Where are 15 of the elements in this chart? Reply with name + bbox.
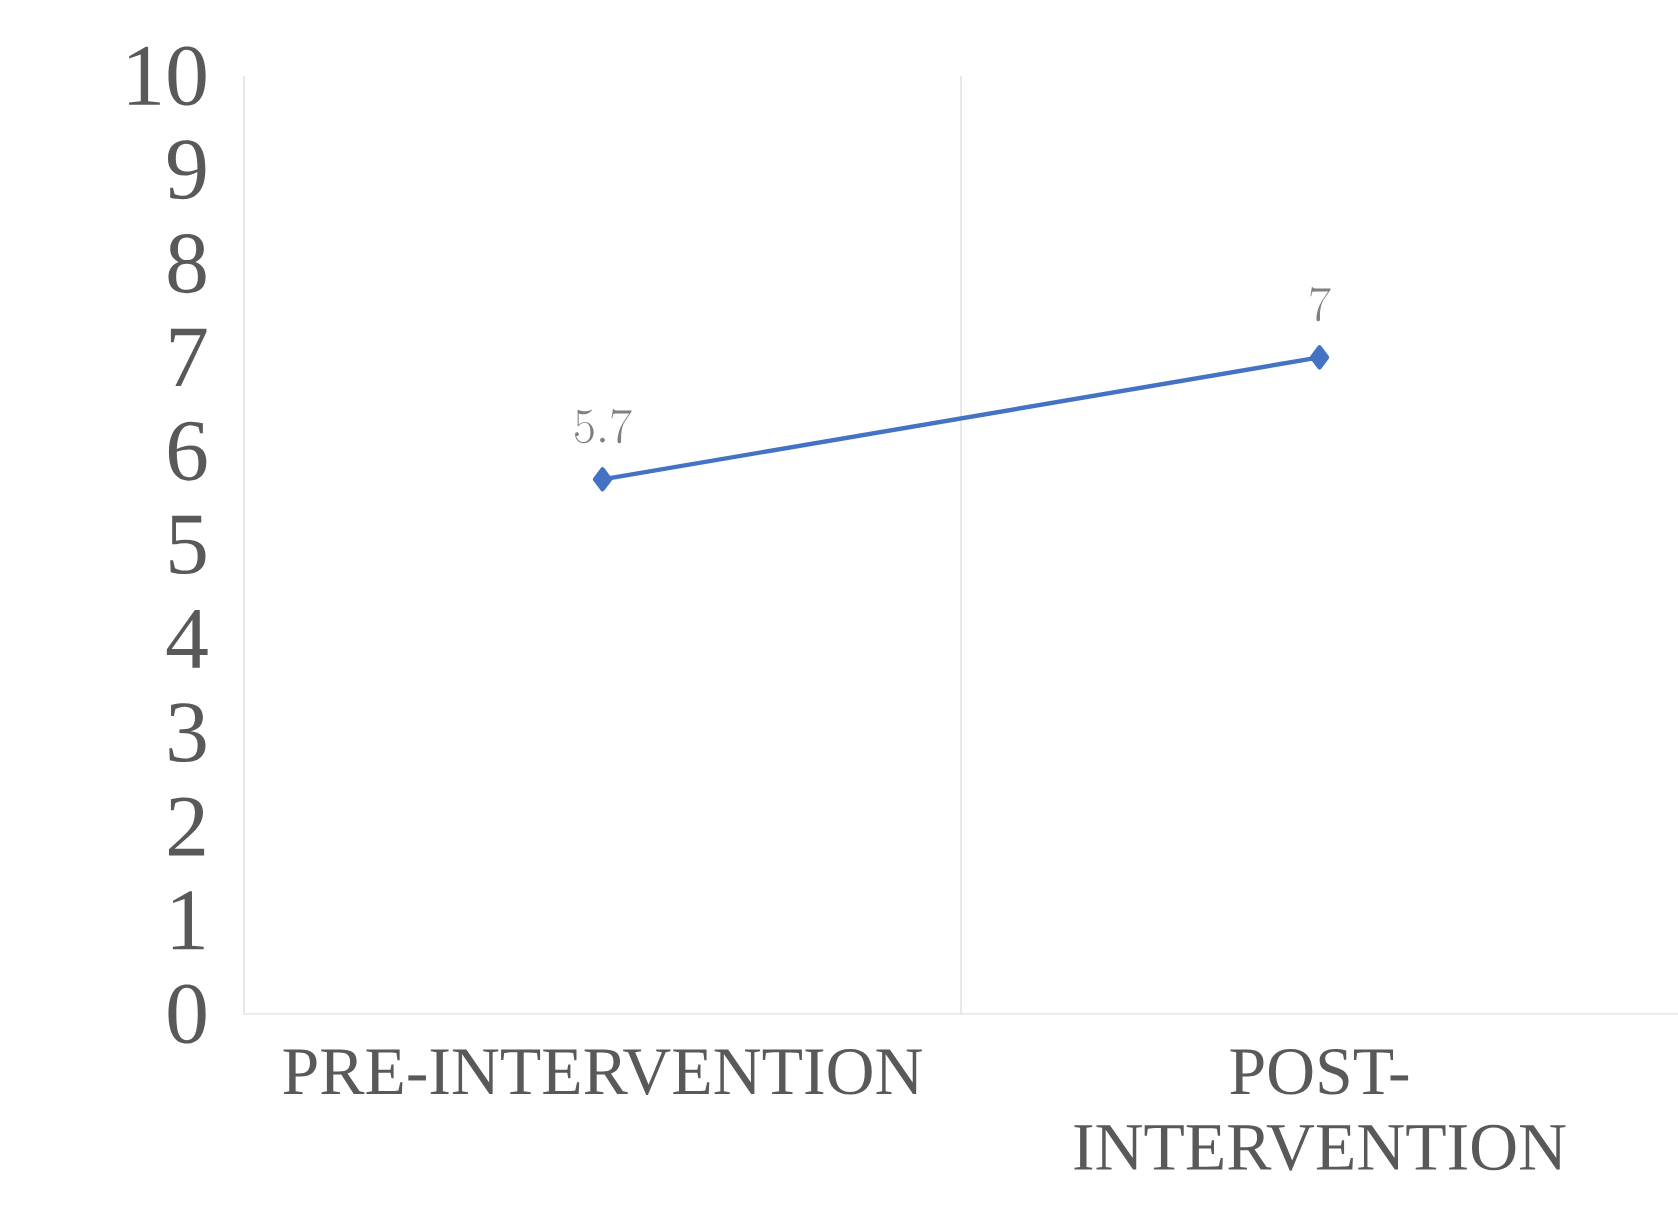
x-tick-label: PRE-INTERVENTION — [283, 1049, 922, 1095]
y-tick-label: 6 — [168, 421, 207, 481]
y-tick-label: 10 — [129, 46, 206, 106]
y-tick-label: 3 — [169, 703, 206, 763]
y-tick-label: 0 — [168, 984, 206, 1044]
y-tick-label: 2 — [168, 797, 205, 856]
y-tick-label: 7 — [170, 328, 207, 387]
y-tick-label: 5 — [170, 515, 206, 575]
y-tick-label: 9 — [167, 140, 206, 200]
y-tick-label: 4 — [166, 609, 208, 668]
data-label: 5.7 — [575, 408, 632, 444]
y-tick-label: 8 — [168, 234, 206, 294]
data-label: 7 — [1310, 287, 1331, 322]
y-tick-label: 1 — [172, 891, 204, 950]
x-tick-label: POST-INTERVENTION — [1074, 1049, 1566, 1171]
